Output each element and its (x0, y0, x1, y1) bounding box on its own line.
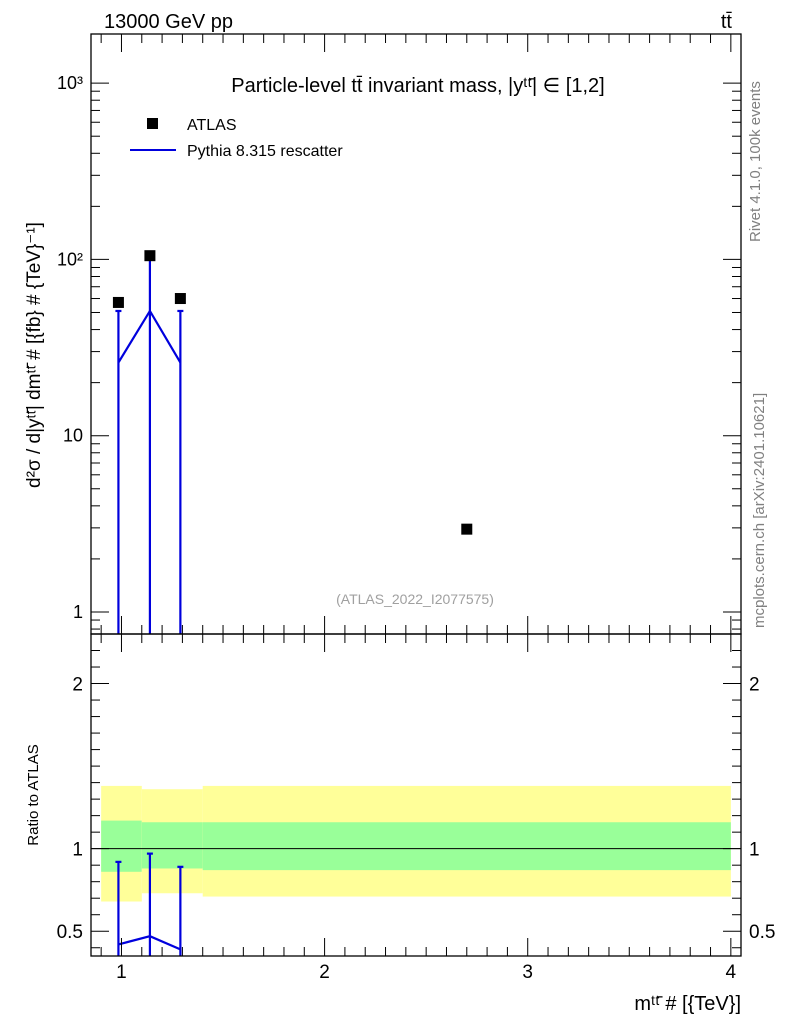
atlas-data-point (174, 293, 186, 305)
main-data-marks (112, 250, 473, 634)
x-tick-label: 2 (319, 962, 330, 983)
main-y-tick-label: 10³ (57, 73, 83, 93)
ratio-y-tick-label: 0.5 (57, 922, 83, 943)
x-tick-label: 4 (726, 962, 737, 983)
main-axis-ticks (91, 34, 741, 634)
ratio-inner-band (141, 822, 203, 869)
ratio-y-tick-label-right: 1 (749, 840, 760, 861)
watermark: (ATLAS_2022_I2077575) (336, 591, 494, 607)
main-y-tick-label: 10² (57, 249, 83, 269)
ratio-axis-ticks (91, 633, 741, 956)
atlas-data-point (112, 296, 124, 308)
ratio-panel: 0.5 0.5 1 1 2 2 1 2 3 4 Ratio to ATLAS mᵗᵗ̄ # [{T… (25, 633, 776, 1015)
ratio-inner-band (101, 820, 142, 872)
ratio-ylabel: Ratio to ATLAS (25, 744, 42, 845)
legend-label-pythia: Pythia 8.315 rescatter (187, 143, 343, 160)
main-ylabel: d²σ / d|yᵗᵗ̄| dmᵗᵗ̄ # [{fb} # {TeV}⁻¹] (24, 222, 45, 488)
side-rivet-label: Rivet 4.1.0, 100k events (747, 81, 764, 242)
legend-label-atlas: ATLAS (187, 117, 237, 134)
x-axis-label: mᵗᵗ̄ # [{TeV}] (634, 993, 741, 1015)
ratio-frame (90, 633, 742, 957)
main-y-tick-label: 10 (63, 426, 83, 446)
x-tick-label: 1 (116, 962, 127, 983)
energy-label: 13000 GeV pp (104, 11, 233, 33)
main-title: Particle-level tt̄ invariant mass, |yᵗᵗ̄… (231, 75, 604, 97)
ratio-y-tick-label: 2 (72, 675, 83, 696)
process-label: tt̄ (721, 11, 733, 33)
atlas-data-point (144, 250, 156, 262)
ratio-inner-band (202, 822, 731, 871)
x-tick-label: 3 (522, 962, 533, 983)
ratio-data-marks (115, 852, 184, 956)
atlas-data-point (461, 523, 473, 535)
legend-marker-atlas (147, 118, 158, 129)
ratio-y-tick-label: 1 (72, 840, 83, 861)
mc-line (117, 308, 182, 364)
main-panel: Particle-level tt̄ invariant mass, |yᵗᵗ̄… (24, 33, 742, 635)
ratio-y-tick-label-right: 2 (749, 675, 760, 696)
side-site-label: mcplots.cern.ch [arXiv:2401.10621] (751, 393, 768, 628)
ratio-bands (101, 785, 731, 902)
ratio-mc-line (118, 935, 181, 951)
ratio-y-tick-label-right: 0.5 (749, 922, 775, 943)
main-y-tick-label: 1 (73, 602, 83, 622)
ratio-tick-labels: 0.5 0.5 1 1 2 2 1 2 3 4 (57, 675, 776, 983)
main-tick-labels: 1 10 10² 10³ (57, 73, 83, 622)
